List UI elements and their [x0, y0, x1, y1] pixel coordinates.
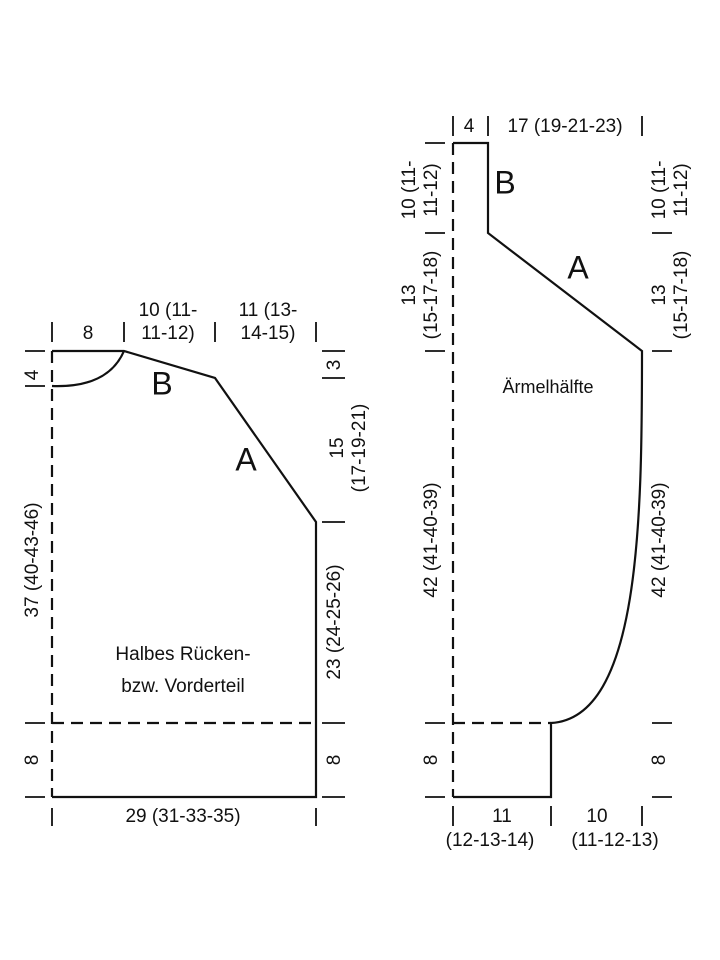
body-edge — [52, 349, 318, 799]
measure: 10 (11- — [399, 161, 420, 220]
measure: 14-15) — [241, 323, 296, 344]
measure: 11-12) — [421, 163, 442, 217]
body-dashed — [50, 351, 316, 797]
sleeve-edge — [453, 141, 644, 799]
measure: (15-17-18) — [421, 251, 442, 340]
measure: 11-12) — [671, 163, 692, 217]
sleeve-dashed — [451, 143, 551, 797]
measure: 15 — [327, 437, 348, 458]
measure: 8 — [421, 755, 442, 766]
sleeve-ticks — [425, 116, 672, 826]
measure: (12-13-14) — [446, 830, 535, 851]
measure: (11-12-13) — [571, 830, 658, 851]
measure: 4 — [464, 116, 475, 137]
measure: 42 (41-40-39) — [421, 482, 442, 597]
measure: 13 — [649, 284, 670, 305]
section-label: A — [235, 441, 257, 477]
body-ticks — [25, 322, 345, 826]
measure: 8 — [649, 755, 670, 766]
body-outline — [25, 322, 345, 826]
sleeve-outline — [425, 116, 672, 826]
measure: (15-17-18) — [671, 251, 692, 340]
measure: 42 (41-40-39) — [649, 482, 670, 597]
measure: 10 — [586, 806, 607, 827]
body-name: bzw. Vorderteil — [121, 676, 245, 697]
section-label: B — [151, 365, 172, 401]
measure: 10 (11- — [649, 161, 670, 220]
section-label: A — [567, 249, 589, 285]
measure: 29 (31-33-35) — [125, 806, 240, 827]
measure: 4 — [22, 369, 43, 380]
measure: 3 — [324, 360, 345, 371]
section-label: B — [494, 164, 515, 200]
measure: 13 — [399, 284, 420, 305]
measure: 11 — [492, 806, 512, 827]
sleeve-name: Ärmelhälfte — [502, 377, 593, 397]
body-name: Halbes Rücken- — [115, 644, 250, 665]
measure: 8 — [22, 755, 43, 766]
measure: 10 (11- — [139, 300, 198, 321]
neckline — [51, 350, 126, 388]
measure: 8 — [324, 755, 345, 766]
measure: 23 (24-25-26) — [324, 564, 345, 679]
measure: 37 (40-43-46) — [22, 502, 43, 617]
measure: (17-19-21) — [349, 404, 370, 493]
measure: 11 (13- — [239, 300, 298, 321]
measure: 17 (19-21-23) — [507, 116, 622, 137]
measure: 11-12) — [141, 323, 195, 344]
measure: 8 — [83, 323, 94, 344]
